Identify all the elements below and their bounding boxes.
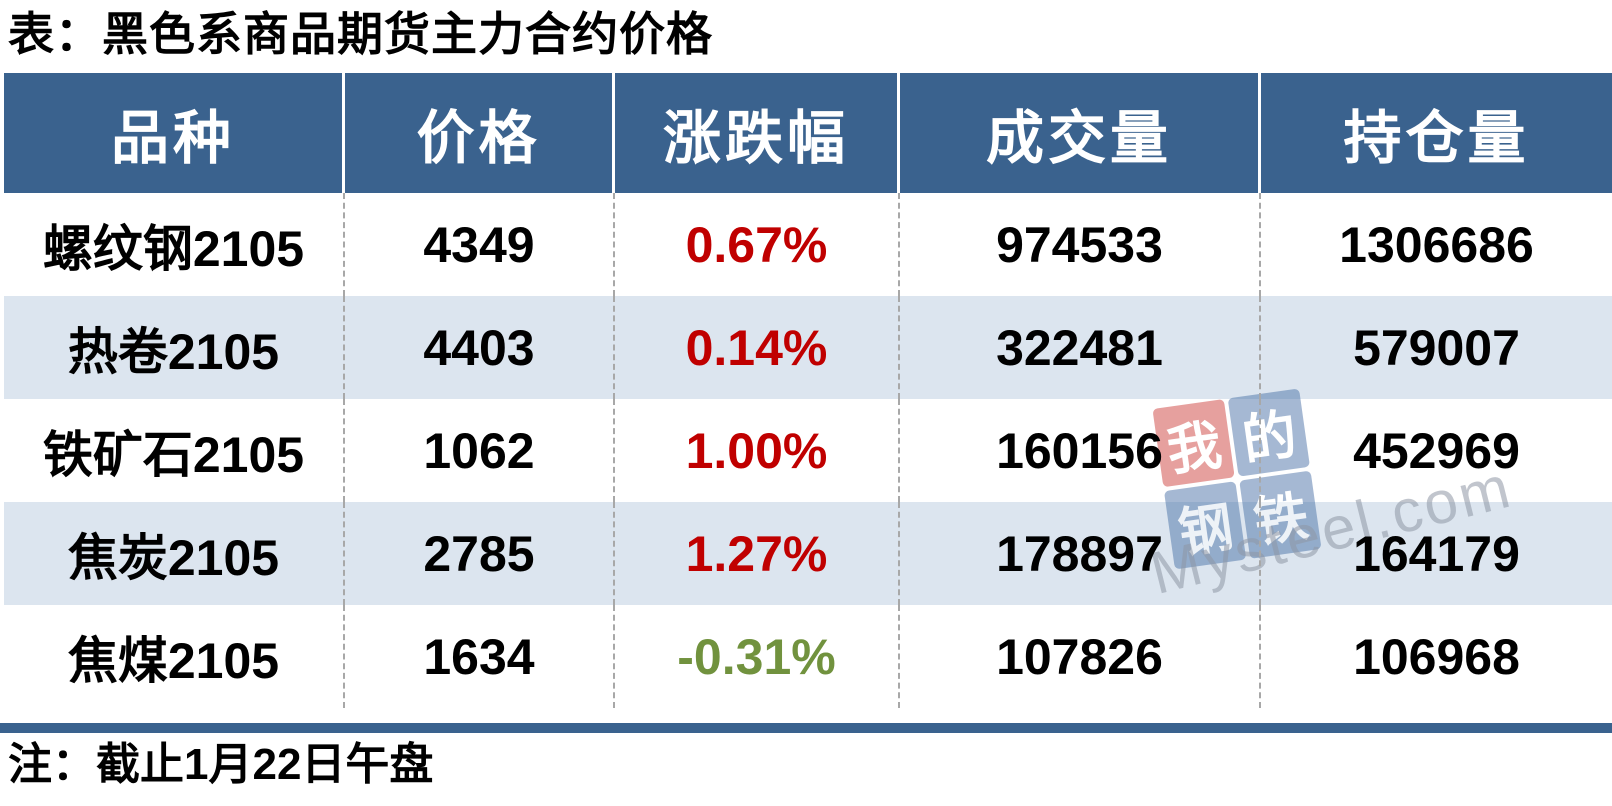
- table-row: 焦煤2105 1634 -0.31% 107826 106968: [4, 605, 1612, 708]
- cell-open-interest: 1306686: [1339, 216, 1534, 273]
- footnote: 注：截止1月22日午盘: [8, 740, 434, 789]
- cell-price: 4349: [345, 193, 615, 296]
- table-body: 螺纹钢2105 4349 0.67% 974533 1306686 热卷2105…: [4, 193, 1612, 708]
- cell-volume: 322481: [900, 296, 1261, 399]
- cell-open-interest: 452969: [1353, 422, 1520, 479]
- cell-price: 1062: [345, 399, 615, 502]
- cell-price: 2785: [345, 502, 615, 605]
- table-row: 铁矿石2105 1062 1.00% 160156 452969: [4, 399, 1612, 502]
- cell-volume: 160156: [900, 399, 1261, 502]
- table-row: 热卷2105 4403 0.14% 322481 579007: [4, 296, 1612, 399]
- cell-volume: 107826: [900, 605, 1261, 708]
- cell-open-interest: 164179: [1353, 525, 1520, 582]
- header-price: 价格: [345, 73, 615, 193]
- cell-change: 1.27%: [615, 502, 900, 605]
- page-title: 表：黑色系商品期货主力合约价格: [8, 8, 713, 60]
- cell-variety: 焦煤2105: [4, 605, 345, 708]
- cell-variety: 焦炭2105: [4, 502, 345, 605]
- cell-open-interest: 106968: [1353, 628, 1520, 685]
- table-row: 螺纹钢2105 4349 0.67% 974533 1306686: [4, 193, 1612, 296]
- cell-change: 1.00%: [615, 399, 900, 502]
- cell-variety: 螺纹钢2105: [4, 193, 345, 296]
- cell-price: 1634: [345, 605, 615, 708]
- header-change: 涨跌幅: [615, 73, 900, 193]
- futures-table: 品种 价格 涨跌幅 成交量 持仓量 螺纹钢2105 4349 0.67% 974…: [4, 73, 1612, 708]
- cell-open-interest: 579007: [1353, 319, 1520, 376]
- header-open-interest: 持仓量: [1261, 73, 1612, 193]
- cell-price: 4403: [345, 296, 615, 399]
- cell-change: -0.31%: [615, 605, 900, 708]
- table-header-row: 品种 价格 涨跌幅 成交量 持仓量: [4, 73, 1612, 193]
- table-bottom-accent-bar: [0, 723, 1612, 733]
- cell-volume: 974533: [900, 193, 1261, 296]
- table-row: 焦炭2105 2785 1.27% 178897 164179: [4, 502, 1612, 605]
- cell-volume: 178897: [900, 502, 1261, 605]
- cell-variety: 铁矿石2105: [4, 399, 345, 502]
- cell-change: 0.14%: [615, 296, 900, 399]
- header-volume: 成交量: [900, 73, 1261, 193]
- header-variety: 品种: [4, 73, 345, 193]
- cell-change: 0.67%: [615, 193, 900, 296]
- cell-variety: 热卷2105: [4, 296, 345, 399]
